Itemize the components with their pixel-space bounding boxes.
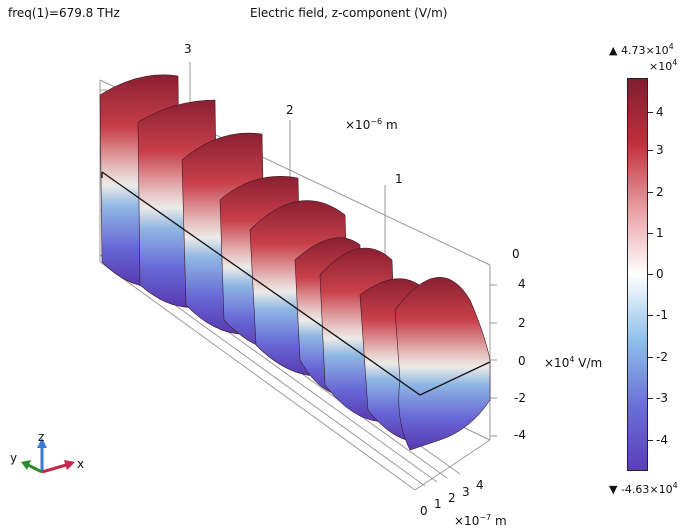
colorbar-tick-label: -4 xyxy=(656,433,668,447)
colorbar-tick-mark xyxy=(648,192,653,193)
field-surface xyxy=(99,74,491,451)
colorbar-tick-label: 2 xyxy=(656,185,664,199)
colorbar-scale: ×104 xyxy=(649,58,678,73)
y-tick-3: 3 xyxy=(184,42,192,56)
zero-plane-outline xyxy=(101,171,491,396)
colorbar-tick-mark xyxy=(648,233,653,234)
triad-y-label: y xyxy=(10,451,18,465)
colorbar-tick-label: 3 xyxy=(656,143,664,157)
z-tick-neg2: -2 xyxy=(514,391,526,405)
plot-title: Electric field, z-component (V/m) xyxy=(250,6,448,20)
z-tick-2: 2 xyxy=(518,316,526,330)
z-tick-4: 4 xyxy=(518,277,526,291)
colorbar-tick-mark xyxy=(648,398,653,399)
colorbar-tick-mark xyxy=(648,440,653,441)
axis-triad xyxy=(21,438,75,474)
colorbar-tick-mark xyxy=(648,315,653,316)
x-tick-3: 3 xyxy=(462,485,470,499)
y-tick-0: 0 xyxy=(512,247,520,261)
colorbar-max-label: ▲ 4.73×104 xyxy=(609,42,674,57)
z-axis-unit: ×104 V/m xyxy=(544,355,603,370)
colorbar-tick-label: -2 xyxy=(656,350,668,364)
colorbar-min-label: ▼ -4.63×104 xyxy=(609,481,678,496)
colorbar-tick-mark xyxy=(648,112,653,113)
x-axis-unit: ×10−7 m xyxy=(454,513,507,528)
colorbar-tick-label: 4 xyxy=(656,105,664,119)
z-tick-0: 0 xyxy=(518,354,526,368)
colorbar-tick-label: 0 xyxy=(656,267,664,281)
x-tick-1: 1 xyxy=(434,497,442,511)
x-tick-2: 2 xyxy=(448,491,456,505)
colorbar xyxy=(627,78,648,471)
colorbar-tick-mark xyxy=(648,357,653,358)
y-tick-1: 1 xyxy=(395,172,403,186)
colorbar-tick-label: 1 xyxy=(656,226,664,240)
colorbar-tick-mark xyxy=(648,150,653,151)
x-tick-4: 4 xyxy=(476,478,484,492)
triad-z-label: z xyxy=(38,430,45,444)
z-tick-neg4: -4 xyxy=(514,428,526,442)
y-tick-2: 2 xyxy=(286,103,294,117)
y-axis-unit: ×10−6 m xyxy=(345,117,398,132)
colorbar-tick-label: -1 xyxy=(656,308,668,322)
frequency-label: freq(1)=679.8 THz xyxy=(8,6,120,20)
triad-x-label: x xyxy=(77,457,85,471)
x-tick-0: 0 xyxy=(420,504,428,518)
colorbar-tick-mark xyxy=(648,274,653,275)
colorbar-tick-label: -3 xyxy=(656,391,668,405)
